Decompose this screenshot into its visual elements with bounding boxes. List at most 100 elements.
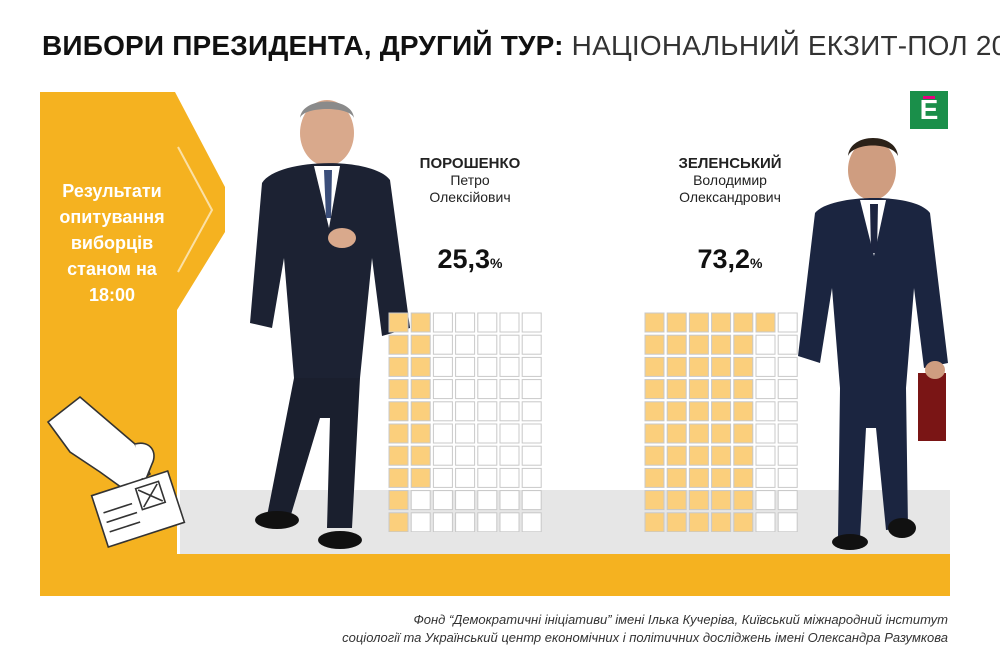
grid-cell bbox=[410, 356, 431, 377]
grid-cell bbox=[388, 379, 409, 400]
grid-cell bbox=[644, 445, 665, 466]
candidate-2-value-label: 73,2 bbox=[697, 244, 751, 274]
grid-cell bbox=[688, 467, 709, 488]
grid-cell bbox=[455, 379, 476, 400]
grid-cell bbox=[455, 467, 476, 488]
candidate-2-percent-sign: % bbox=[750, 255, 763, 271]
grid-cell bbox=[688, 445, 709, 466]
grid-cell bbox=[499, 401, 520, 422]
chart-title: ВИБОРИ ПРЕЗИДЕНТА, ДРУГИЙ ТУР: НАЦІОНАЛЬ… bbox=[42, 30, 1000, 62]
grid-cell bbox=[644, 467, 665, 488]
source-note: Фонд “Демократичні ініціативи” імені Іль… bbox=[248, 611, 948, 647]
grid-cell bbox=[477, 356, 498, 377]
source-line-2: соціології та Український центр економіч… bbox=[342, 630, 948, 645]
grid-cell bbox=[755, 490, 776, 511]
publisher-logo: Е bbox=[910, 91, 948, 129]
grid-cell bbox=[410, 445, 431, 466]
grid-cell bbox=[455, 445, 476, 466]
grid-cell bbox=[521, 401, 542, 422]
grid-cell bbox=[688, 490, 709, 511]
logo-letter: Е bbox=[919, 94, 939, 125]
grid-cell bbox=[499, 423, 520, 444]
candidate-1-photo bbox=[250, 100, 410, 549]
grid-cell bbox=[688, 401, 709, 422]
bottom-band bbox=[40, 554, 950, 596]
grid-cell bbox=[521, 356, 542, 377]
grid-cell bbox=[388, 423, 409, 444]
grid-cell bbox=[410, 401, 431, 422]
grid-cell bbox=[521, 467, 542, 488]
grid-cell bbox=[733, 401, 754, 422]
grid-cell bbox=[755, 423, 776, 444]
grid-cell bbox=[755, 312, 776, 333]
grid-cell bbox=[477, 445, 498, 466]
grid-cell bbox=[455, 401, 476, 422]
candidate-1-name: ПОРОШЕНКО Петро Олексійович bbox=[390, 155, 550, 206]
arrow-panel-shape bbox=[40, 92, 225, 555]
grid-cell bbox=[455, 490, 476, 511]
grid-cell bbox=[688, 356, 709, 377]
grid-cell bbox=[477, 490, 498, 511]
grid-cell bbox=[755, 334, 776, 355]
grid-cell bbox=[777, 512, 798, 532]
grid-cell bbox=[688, 423, 709, 444]
ballot-hand-icon bbox=[46, 395, 186, 549]
grid-cell bbox=[432, 312, 453, 333]
grid-cell bbox=[666, 445, 687, 466]
candidate-2-photo bbox=[798, 138, 948, 550]
grid-cell bbox=[388, 512, 409, 532]
grid-cell bbox=[666, 379, 687, 400]
grid-cell bbox=[666, 401, 687, 422]
grid-cell bbox=[688, 334, 709, 355]
grid-cell bbox=[410, 512, 431, 532]
grid-cell bbox=[755, 467, 776, 488]
grid-cell bbox=[521, 334, 542, 355]
grid-cell bbox=[711, 512, 732, 532]
grid-cell bbox=[777, 312, 798, 333]
grid-cell bbox=[521, 512, 542, 532]
grid-cell bbox=[733, 423, 754, 444]
grid-cell bbox=[644, 312, 665, 333]
grid-cell bbox=[644, 490, 665, 511]
candidate-2-percent: 73,2% bbox=[650, 244, 810, 275]
grid-cell bbox=[477, 423, 498, 444]
grid-cell bbox=[644, 401, 665, 422]
title-bold: ВИБОРИ ПРЕЗИДЕНТА, ДРУГИЙ ТУР bbox=[42, 30, 555, 61]
grid-cell bbox=[477, 512, 498, 532]
panel-caption: Результати опитування виборців станом на… bbox=[59, 181, 165, 305]
grid-cell bbox=[499, 512, 520, 532]
logo-accent-bar bbox=[923, 96, 935, 99]
grid-cell bbox=[777, 401, 798, 422]
grid-cell bbox=[388, 445, 409, 466]
grid-cell bbox=[777, 423, 798, 444]
candidate-1-given-name: Петро bbox=[450, 172, 490, 188]
grid-cell bbox=[733, 467, 754, 488]
grid-cell bbox=[733, 334, 754, 355]
grid-cell bbox=[521, 379, 542, 400]
grid-cell bbox=[410, 423, 431, 444]
candidate-1-grid bbox=[388, 312, 544, 532]
candidate-1-value-label: 25,3 bbox=[437, 244, 491, 274]
grid-cell bbox=[711, 401, 732, 422]
grid-cell bbox=[777, 379, 798, 400]
grid-cell bbox=[388, 334, 409, 355]
grid-cell bbox=[666, 334, 687, 355]
floor-band bbox=[180, 490, 950, 554]
grid-cell bbox=[455, 512, 476, 532]
grid-cell bbox=[499, 356, 520, 377]
grid-cell bbox=[711, 423, 732, 444]
grid-cell bbox=[711, 445, 732, 466]
candidate-2-grid-svg bbox=[644, 312, 798, 532]
grid-cell bbox=[733, 490, 754, 511]
grid-cell bbox=[733, 445, 754, 466]
grid-cell bbox=[388, 467, 409, 488]
grid-cell bbox=[499, 379, 520, 400]
results-arrow-panel bbox=[40, 92, 240, 555]
grid-cell bbox=[432, 423, 453, 444]
grid-cell bbox=[666, 467, 687, 488]
grid-cell bbox=[733, 312, 754, 333]
grid-cell bbox=[711, 379, 732, 400]
grid-cell bbox=[432, 379, 453, 400]
title-subtitle: НАЦІОНАЛЬНИЙ ЕКЗИТ-ПОЛ 2019 bbox=[571, 30, 1000, 61]
